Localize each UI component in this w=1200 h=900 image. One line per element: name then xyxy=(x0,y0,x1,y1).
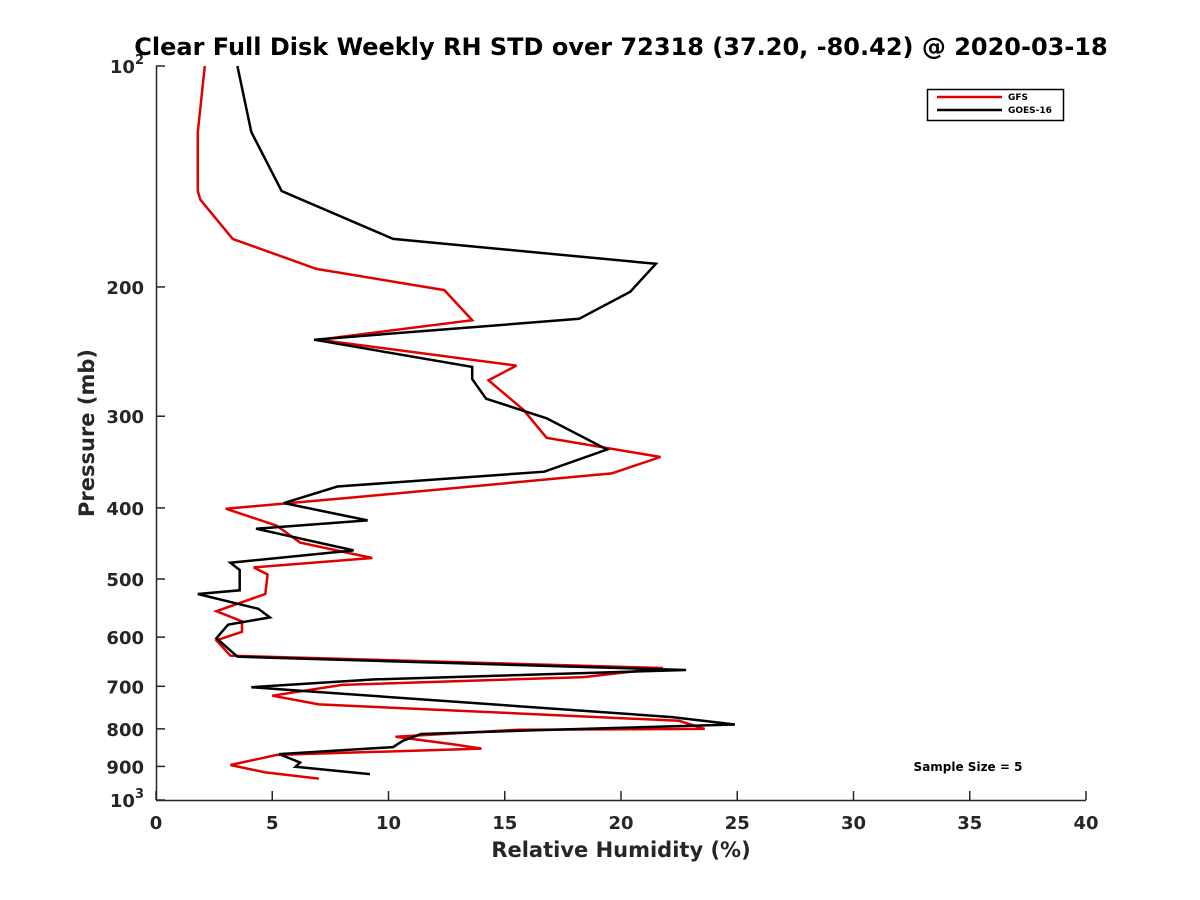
y-axis-label: Pressure (mb) xyxy=(75,349,99,517)
x-axis-label: Relative Humidity (%) xyxy=(491,838,750,862)
y-tick-label: 103 xyxy=(110,787,144,812)
legend-box xyxy=(926,88,1065,122)
x-tick-label: 0 xyxy=(150,813,163,834)
y-tick-label: 800 xyxy=(106,720,144,741)
y-tick-label: 900 xyxy=(106,757,144,778)
y-tick-label: 600 xyxy=(106,628,144,649)
x-tick-label: 10 xyxy=(376,813,401,834)
x-tick-label: 15 xyxy=(492,813,517,834)
x-tick-label: 35 xyxy=(957,813,982,834)
y-tick-label: 102 xyxy=(110,53,144,78)
series-line-goes16 xyxy=(197,65,736,776)
sample-size-note: Sample Size = 5 xyxy=(914,760,1023,774)
x-ticks: 0 5 10 15 20 25 30 35 40 xyxy=(150,791,1099,834)
x-tick-label: 20 xyxy=(608,813,633,834)
y-tick-label: 300 xyxy=(106,407,144,428)
chart-title: Clear Full Disk Weekly RH STD over 72318… xyxy=(134,33,1107,61)
y-tick-label: 400 xyxy=(106,499,144,520)
x-tick-label: 25 xyxy=(725,813,750,834)
x-tick-label: 5 xyxy=(266,813,279,834)
legend-label-gfs: GFS xyxy=(1008,93,1028,103)
series-layer xyxy=(196,65,736,780)
x-tick-label: 40 xyxy=(1073,813,1098,834)
y-ticks: 102 200 300 400 500 600 700 800 900 103 xyxy=(106,53,165,812)
legend-label-goes16: GOES-16 xyxy=(1008,106,1052,116)
y-tick-label: 500 xyxy=(106,570,144,591)
y-tick-label: 700 xyxy=(106,677,144,698)
y-tick-label: 200 xyxy=(106,278,144,299)
legend: GFS GOES-16 xyxy=(926,88,1065,122)
x-tick-label: 30 xyxy=(841,813,866,834)
